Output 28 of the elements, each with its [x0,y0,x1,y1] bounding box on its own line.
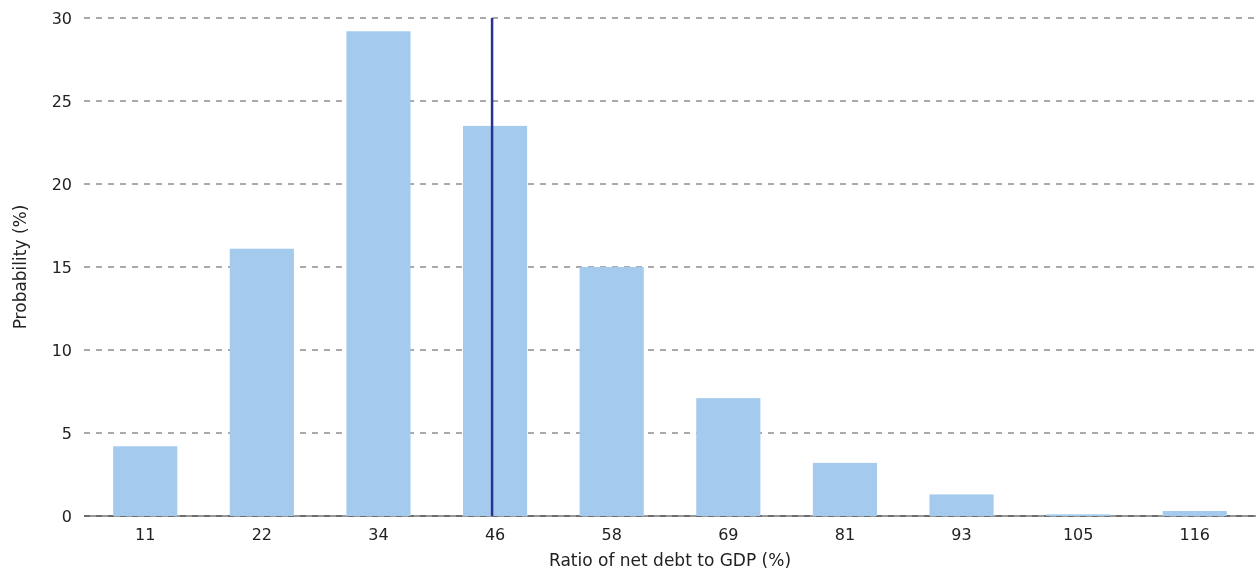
bar [346,31,411,516]
x-tick-label: 116 [1179,525,1211,544]
y-tick-label: 25 [51,91,72,111]
bar [579,267,644,516]
bar [1162,511,1227,516]
bar [229,248,294,516]
bar [812,462,877,516]
y-axis-title: Probability (%) [10,204,30,330]
x-tick-label: 105 [1062,525,1094,544]
bar [929,494,994,516]
y-tick-label: 0 [61,506,72,526]
x-tick-label: 34 [368,525,389,544]
x-tick-label: 69 [718,525,739,544]
y-tick-label: 15 [51,257,72,277]
x-tick-label: 11 [135,525,156,544]
bar [696,398,761,516]
x-tick-label: 22 [251,525,273,544]
x-tick-label: 93 [951,525,972,544]
y-tick-label: 5 [61,423,72,443]
x-axis-title: Ratio of net debt to GDP (%) [548,550,792,570]
x-tick-label: 81 [834,525,856,544]
bar [463,125,528,516]
y-tick-label: 20 [51,174,72,194]
x-tick-label: 58 [601,525,622,544]
bar [113,446,178,516]
y-tick-label: 10 [51,340,72,360]
x-tick-label: 46 [484,525,506,544]
y-tick-label: 30 [51,8,72,28]
